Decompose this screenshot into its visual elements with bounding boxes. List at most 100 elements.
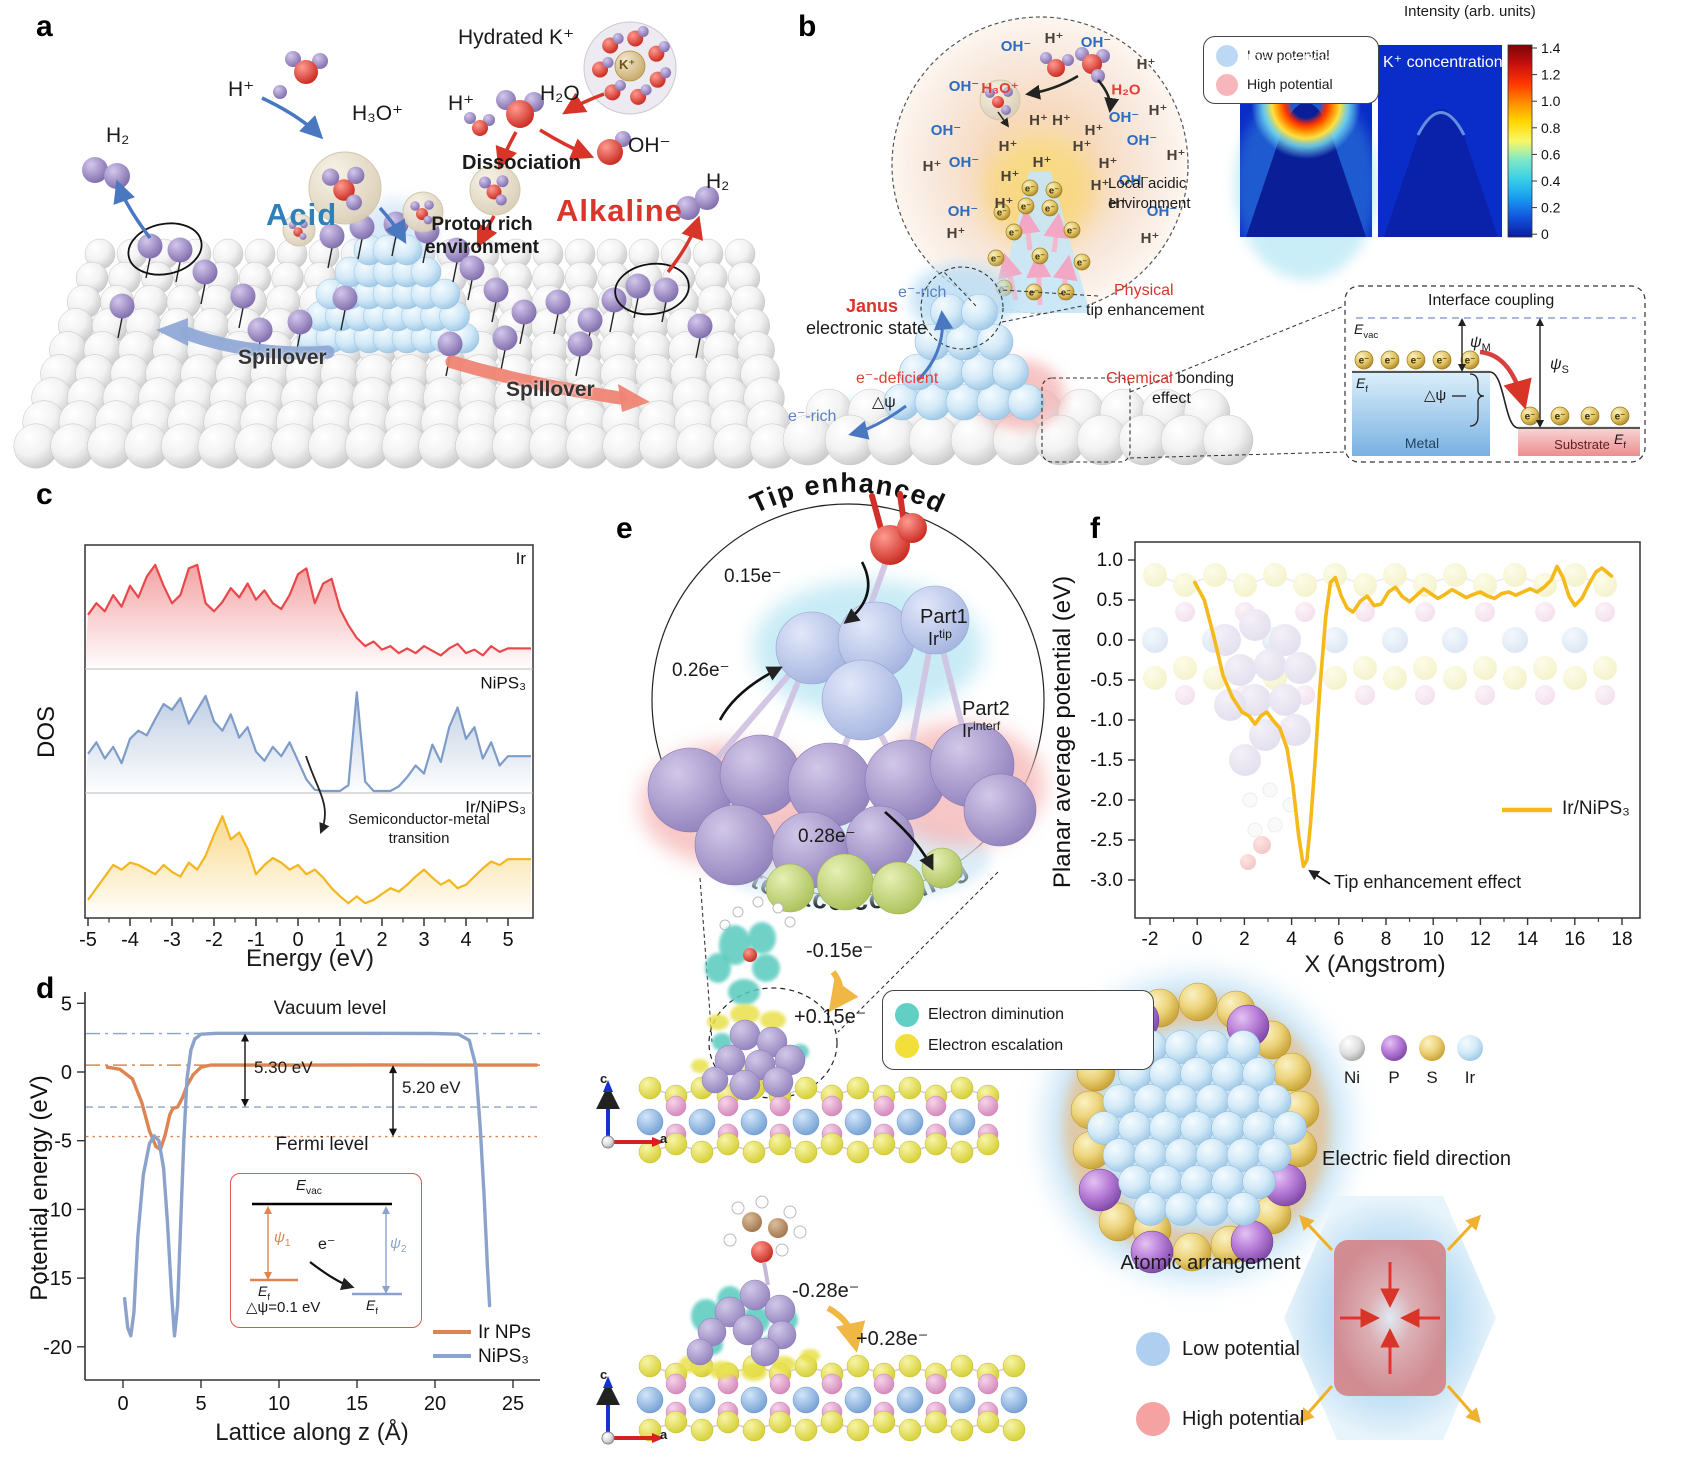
svg-text:-4: -4 — [121, 929, 139, 951]
hydronium-label: H₃O⁺ — [352, 102, 404, 125]
svg-text:e⁻: e⁻ — [1411, 356, 1422, 367]
ion-label: H⁺ H⁺ — [1029, 112, 1071, 129]
chemical-label-2: effect — [1152, 390, 1191, 407]
ion-label: H⁺ — [1032, 154, 1052, 171]
svg-text:2: 2 — [376, 929, 387, 951]
svg-text:NiPS₃: NiPS₃ — [480, 673, 526, 692]
x-angstrom-axis-label: X (Angstrom) — [1304, 951, 1446, 978]
psi-s-label: ψS — [1550, 356, 1569, 376]
svg-text:1.2: 1.2 — [1541, 67, 1561, 83]
charge-density-legend: Electron diminution Electron escalation — [882, 990, 1154, 1070]
svg-text:e⁻: e⁻ — [997, 208, 1007, 219]
ion-label: OH⁻ — [948, 154, 980, 171]
electron-diminution-label: Electron diminution — [928, 1005, 1065, 1023]
svg-text:5: 5 — [61, 993, 72, 1015]
panel-f-planar-potential-chart: -2 0 2 4 6 8 10 12 14 16 18 1.0 0.5 0.0 -0.5 -1.0 -1.5 -2… — [1090, 541, 1641, 950]
local-acidic-label-2: environment — [1108, 195, 1191, 212]
energy-axis-label: Energy (eV) — [245, 945, 375, 972]
ef-substrate-label: Ef — [1614, 431, 1626, 451]
gap-520-label: 5.20 eV — [402, 1078, 461, 1097]
ion-label: OH⁻ — [948, 78, 980, 95]
svg-text:-5: -5 — [79, 929, 97, 951]
ion-label: OH⁻ — [930, 122, 962, 139]
inset-evac-sub: vac — [306, 1186, 322, 1197]
element-legend-spheres — [1339, 1035, 1483, 1061]
h2-right-label: H₂ — [706, 170, 730, 193]
ion-label: H⁺ — [1108, 195, 1128, 212]
delta-psi-coupling-label: △ψ — [1424, 387, 1447, 404]
electron-escalation-label: Electron escalation — [928, 1036, 1064, 1054]
hydroxide-label: OH⁻ — [628, 134, 671, 157]
inset-psi2-base: ψ — [390, 1235, 401, 1252]
svg-text:14: 14 — [1517, 929, 1539, 950]
evac-base: E — [1354, 321, 1364, 337]
chemical-word: Chemical — [1106, 370, 1173, 387]
semiconductor-metal-annotation-1: Semiconductor-metal — [348, 811, 490, 828]
svg-text:e⁻: e⁻ — [1385, 356, 1396, 367]
intensity-colorbar — [1507, 44, 1533, 238]
water-label: H₂O — [540, 82, 580, 105]
svg-text:-3: -3 — [163, 929, 181, 951]
svg-text:0: 0 — [1192, 929, 1203, 950]
crystal-axis-indicator — [596, 1376, 664, 1445]
psi-m-sub: M — [1481, 342, 1491, 355]
svg-text:5: 5 — [502, 929, 513, 951]
charge-015-label: 0.15e⁻ — [724, 566, 782, 587]
chemical-label-1: Chemical bonding — [1106, 370, 1234, 388]
svg-text:-5: -5 — [54, 1131, 72, 1153]
ef-metal-base: E — [1356, 375, 1366, 391]
spillover-left-label: Spillover — [238, 346, 327, 369]
minus-015-label: -0.15e⁻ — [806, 940, 874, 962]
svg-text:-15: -15 — [43, 1268, 72, 1290]
alkaline-label: Alkaline — [556, 193, 683, 228]
svg-text:e⁻: e⁻ — [1465, 356, 1476, 367]
svg-text:-1: -1 — [247, 929, 265, 951]
part1-ir-tip-label: Irtip — [928, 627, 952, 649]
ir-nips3-legend-label: Ir/NiPS₃ — [1562, 798, 1630, 819]
psi-s-base: ψ — [1550, 356, 1562, 373]
electron-escalation-swatch — [895, 1033, 919, 1058]
axis-c-label-1: c — [600, 1071, 608, 1086]
svg-text:e⁻: e⁻ — [1555, 412, 1566, 423]
ion-label: H⁺ — [1098, 155, 1118, 172]
panel-a-letter: a — [36, 10, 53, 43]
bonding-word: bonding — [1172, 370, 1235, 387]
panel-c-dos-chart: Ir NiPS₃ Ir/NiPS₃ -5 -4 -3 -2 -1 0 1 2 3 4 5 — [79, 544, 534, 951]
inset-evac-label: Evac — [296, 1177, 322, 1197]
svg-text:15: 15 — [346, 1393, 368, 1415]
svg-text:8: 8 — [1381, 929, 1392, 950]
panel-d-potential-chart: 5 0 -5 -10 -15 -20 0 5 10 15 20 25 Ir NPs NiPS₃ — [43, 992, 540, 1415]
ion-label: H⁺ — [1166, 147, 1186, 164]
spillover-right-label: Spillover — [506, 378, 595, 401]
panel-e-illustration: Tip enhancedInterface coupling — [596, 468, 1045, 1445]
svg-text:0: 0 — [117, 1393, 128, 1415]
ion-label: H⁺ — [1084, 122, 1104, 139]
charge-density-structure-water — [636, 896, 1000, 1164]
svg-text:-2.5: -2.5 — [1090, 830, 1123, 851]
inward-field-arrows — [1340, 1262, 1440, 1374]
evac-sub: vac — [1363, 329, 1379, 341]
high-potential-label: High potential — [1247, 75, 1333, 92]
ion-label: H₂O — [1111, 81, 1141, 99]
svg-text:e⁻: e⁻ — [1615, 412, 1626, 423]
inset-ef2-base: E — [366, 1297, 376, 1313]
svg-text:1.0: 1.0 — [1541, 93, 1561, 109]
svg-text:e⁻: e⁻ — [991, 254, 1001, 265]
h2-left-label: H₂ — [106, 124, 130, 147]
potential-legend: Low potential High potential — [1203, 36, 1379, 104]
dos-axis-label: DOS — [33, 706, 60, 759]
part1-sup: tip — [939, 627, 952, 641]
tip-dashed-circle — [920, 266, 1004, 350]
interface-coupling-title: Interface coupling — [1428, 292, 1555, 309]
inset-psi1-sub: 1 — [284, 1238, 291, 1249]
svg-text:NiPS₃: NiPS₃ — [478, 1346, 529, 1367]
high-potential-legend-row: High potential — [1216, 73, 1366, 96]
janus-label-1: Janus — [846, 296, 899, 316]
svg-text:6: 6 — [1334, 929, 1345, 950]
vacuum-level-label: Vacuum level — [273, 998, 387, 1019]
nips3-slab — [636, 1076, 1000, 1164]
acid-label: Acid — [266, 197, 338, 232]
proton-rich-label-1: Proton rich — [431, 214, 533, 235]
part2-base: Ir — [962, 721, 973, 741]
svg-text:4: 4 — [460, 929, 471, 951]
